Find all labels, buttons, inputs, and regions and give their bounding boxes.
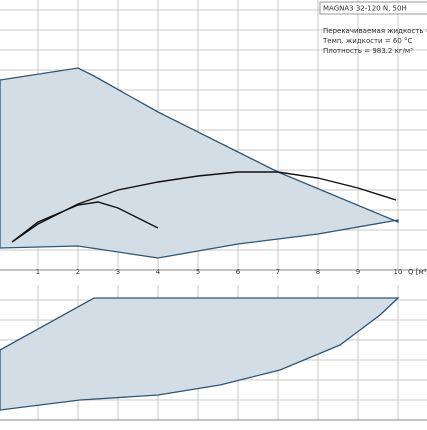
x-tick-label: 9: [356, 268, 360, 276]
x-axis-label: Q [м³/: [408, 268, 427, 276]
note: Перекачиваемая жидкость = Вод: [323, 27, 427, 35]
x-tick-label: 6: [236, 268, 241, 276]
note: Плотность = 983.2 кг/м³: [323, 47, 413, 55]
x-tick-label: 1: [36, 268, 40, 276]
chart-title: MAGNA3 32-120 N, 50H: [323, 5, 407, 13]
legend-box: [319, 1, 427, 15]
x-tick-label: 4: [156, 268, 161, 276]
x-tick-label: 10: [394, 268, 403, 276]
x-tick-label: 2: [76, 268, 80, 276]
x-tick-label: 7: [276, 268, 280, 276]
x-tick-label: 8: [316, 268, 320, 276]
operating-area: [0, 297, 400, 411]
x-tick-label: 3: [116, 268, 120, 276]
curve: [11, 201, 159, 243]
operating-area: [0, 67, 399, 259]
note: Темп. жидкости = 60 °C: [322, 37, 413, 45]
x-tick-label: 5: [196, 268, 200, 276]
